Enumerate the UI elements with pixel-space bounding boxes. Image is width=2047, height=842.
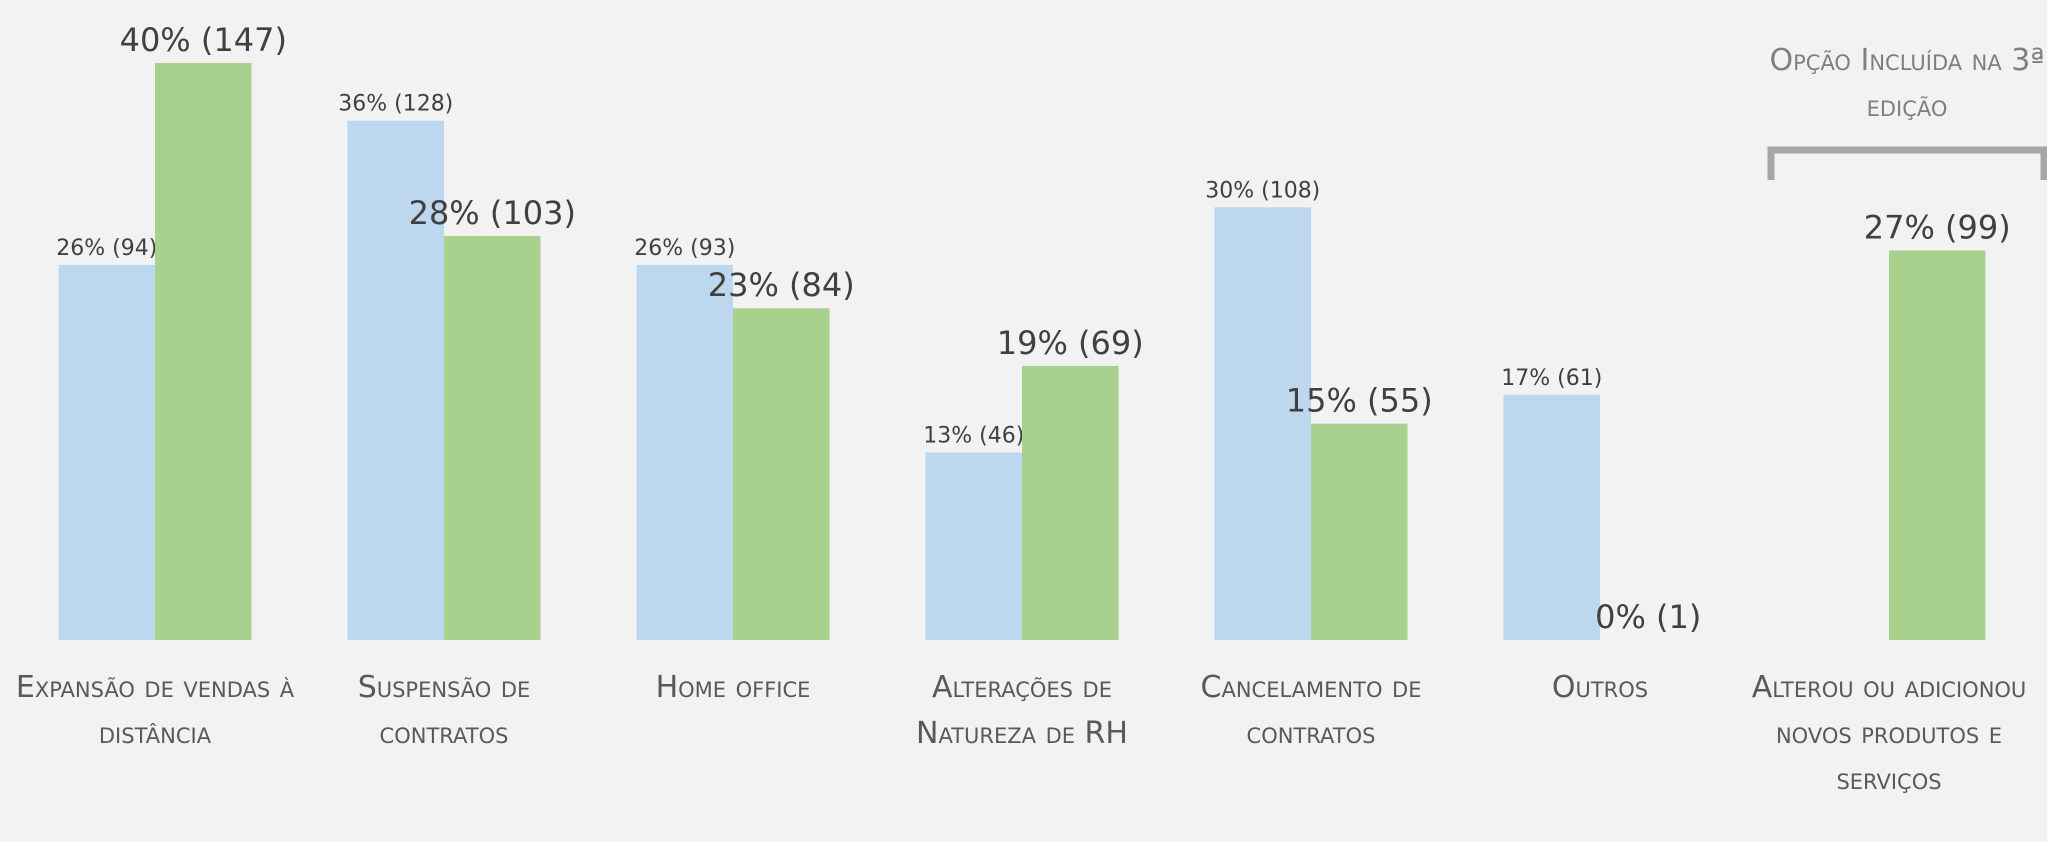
bar [1214,207,1311,640]
category-label: Alterou ou adicionou novos produtos e se… [1751,670,2027,797]
data-label: 0% (1) [1595,598,1701,636]
bar [347,120,444,640]
data-label: 27% (99) [1864,209,2011,247]
bar [733,308,830,640]
bar [925,452,1022,640]
bracket [1767,146,2047,180]
bar [155,63,252,640]
data-label: 13% (46) [923,423,1024,448]
category-label: Outros [1551,670,1649,705]
category-label: Expansão de vendas à distância [15,670,295,751]
data-label: 23% (84) [708,266,855,304]
bar [1022,365,1119,640]
bar [444,236,541,640]
data-label: 40% (147) [120,21,287,59]
data-label: 26% (93) [634,236,735,261]
category-label: Cancelamento de contratos [1200,670,1422,751]
category-label: Alterações de Natureza de RH [916,670,1128,751]
bar [636,264,733,640]
bar [1889,250,1986,640]
data-label: 36% (128) [338,92,453,117]
bar [1311,423,1408,640]
category-label: Suspensão de contratos [357,670,531,751]
data-label: 26% (94) [56,236,157,261]
annotation: Opção Incluída na 3ª edição [1769,43,2045,124]
category-label: Home office [655,670,811,705]
data-label: 17% (61) [1501,366,1602,391]
data-label: 28% (103) [409,194,576,232]
data-label: 30% (108) [1205,178,1320,203]
bar [1503,394,1600,640]
bar [58,264,155,640]
data-label: 19% (69) [997,324,1144,362]
data-label: 15% (55) [1286,382,1433,420]
